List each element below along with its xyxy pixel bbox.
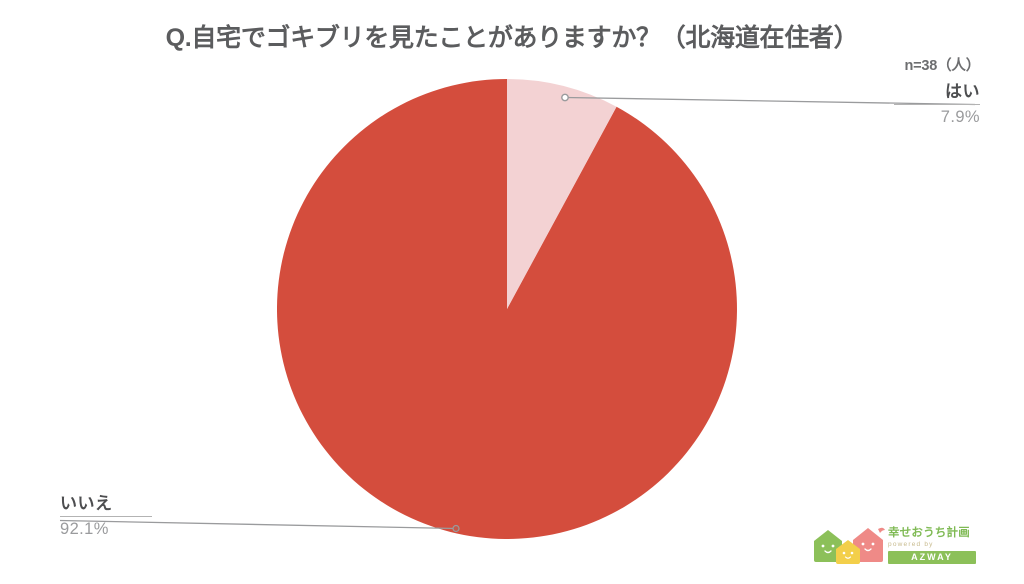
pie-slice-no[interactable] <box>277 79 737 539</box>
logo-company-name: AZWAY <box>888 551 976 564</box>
callout-category-no: いいえ <box>60 494 113 513</box>
pie-slice-yes[interactable] <box>507 79 617 309</box>
callout-category-yes: はい <box>945 82 980 101</box>
house-yellow-icon <box>836 540 860 564</box>
callout-percent-no: 92.1% <box>60 520 109 538</box>
chart-title: Q.自宅でゴキブリを見たことがありますか？（北海道在住者） <box>165 24 859 52</box>
callout-percent-yes: 7.9% <box>940 108 980 126</box>
callout-label-no: いいえ 92.1% <box>60 494 152 539</box>
pie-graphic <box>277 79 737 539</box>
logo-brand-name: 幸せおうち計画 <box>888 527 970 539</box>
callout-label-yes: はい 7.9% <box>894 82 980 127</box>
logo-powered-by: powered by <box>888 541 934 548</box>
house-pink-icon <box>853 528 883 562</box>
callout-rule-yes <box>894 104 980 105</box>
house-icons <box>814 527 885 564</box>
logo-text-block: 幸せおうち計画 powered by AZWAY <box>888 526 988 564</box>
brand-logo: 幸せおうち計画 powered by AZWAY <box>812 524 990 572</box>
house-green-icon <box>814 530 842 562</box>
callout-rule-no <box>60 516 152 517</box>
sample-size-annotation: n=38（人） <box>904 58 980 74</box>
